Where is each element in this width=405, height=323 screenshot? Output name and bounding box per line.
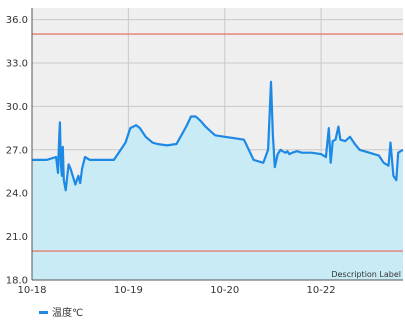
y-tick-label: 30.0 (6, 102, 28, 113)
y-tick-label: 21.0 (6, 232, 28, 243)
axes (31, 8, 403, 281)
series-line (32, 80, 404, 192)
x-tick-label: 10-22 (307, 285, 336, 296)
y-tick-label: 33.0 (6, 58, 28, 69)
y-axis-ticks: 18.0 21.0 24.0 27.0 30.0 33.0 36.0 (6, 15, 28, 286)
x-axis-ticks: 10-18 10-19 10-20 10-22 (17, 285, 335, 296)
description-label: Description Label (331, 270, 401, 279)
y-tick-label: 36.0 (6, 15, 28, 26)
x-tick-label: 10-18 (17, 285, 46, 296)
y-tick-label: 27.0 (6, 145, 28, 156)
legend-swatch (39, 311, 48, 314)
x-tick-label: 10-19 (114, 285, 143, 296)
legend-entry-label: 温度℃ (52, 306, 83, 319)
y-tick-label: 18.0 (6, 276, 28, 287)
x-tick-label: 10-20 (210, 285, 239, 296)
limit-lines (32, 33, 403, 252)
legend[interactable]: 温度℃ (39, 306, 83, 319)
y-tick-label: 24.0 (6, 189, 28, 200)
series-area (32, 81, 403, 280)
